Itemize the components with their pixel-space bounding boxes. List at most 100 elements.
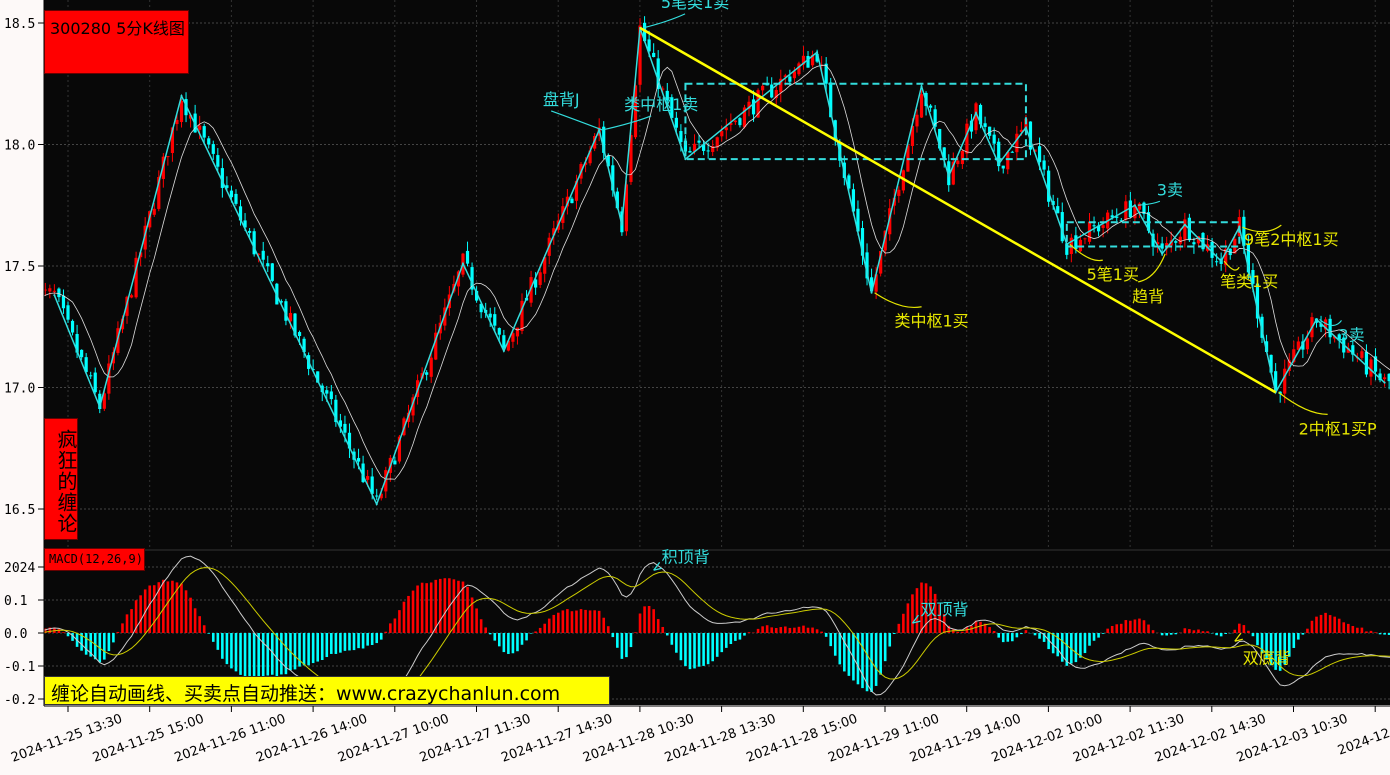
candle-body bbox=[574, 180, 579, 201]
macd-histogram-bar bbox=[938, 604, 941, 633]
macd-histogram-bar bbox=[970, 625, 973, 633]
candle-body bbox=[375, 495, 379, 497]
macd-histogram-bar bbox=[1119, 623, 1123, 633]
macd-histogram-bar bbox=[988, 627, 991, 633]
candle bbox=[107, 355, 111, 400]
macd-histogram-bar bbox=[466, 586, 469, 633]
candle bbox=[89, 371, 93, 379]
macd-histogram-bar bbox=[765, 625, 769, 633]
candle bbox=[574, 174, 579, 210]
candle-body bbox=[652, 52, 656, 58]
candle bbox=[98, 390, 102, 414]
candle-body bbox=[211, 144, 215, 154]
macd-histogram-bar bbox=[838, 633, 842, 665]
candle-body bbox=[1047, 170, 1051, 202]
macd-histogram-bar bbox=[575, 610, 578, 633]
y-tick-label: 16.5 bbox=[4, 503, 35, 518]
candle-body bbox=[688, 151, 692, 153]
bi-zigzag-line bbox=[53, 27, 1386, 507]
candle-body bbox=[1037, 146, 1042, 163]
candle-body bbox=[783, 75, 787, 78]
macd-histogram-bar bbox=[670, 633, 674, 645]
macd-histogram-bar bbox=[498, 633, 501, 647]
macd-histogram-bar bbox=[629, 633, 633, 648]
macd-histogram-bar bbox=[1133, 619, 1137, 633]
macd-histogram-bar bbox=[320, 633, 324, 661]
candle-body bbox=[252, 231, 256, 255]
macd-histogram-bar bbox=[566, 609, 569, 633]
macd-histogram-bar bbox=[1274, 633, 1277, 670]
annotation-arrow bbox=[1319, 318, 1342, 327]
candle-body bbox=[919, 94, 924, 118]
candle bbox=[1255, 279, 1260, 328]
candle-body bbox=[801, 55, 806, 65]
candle bbox=[61, 289, 66, 314]
macd-histogram-bar bbox=[202, 625, 206, 633]
macd-histogram-bar bbox=[89, 633, 92, 657]
candle-body bbox=[674, 117, 678, 128]
macd-histogram-bar bbox=[221, 633, 224, 659]
candle-body bbox=[1133, 206, 1137, 219]
candle-body bbox=[266, 263, 270, 267]
macd-histogram-bar bbox=[811, 627, 814, 633]
candle-body bbox=[647, 39, 651, 52]
candle-body bbox=[143, 225, 147, 250]
macd-histogram-bar bbox=[1042, 633, 1046, 642]
candle-body bbox=[1024, 118, 1028, 131]
candle-body bbox=[1287, 360, 1291, 371]
macd-histogram-bar bbox=[211, 633, 215, 642]
candle-body bbox=[44, 289, 47, 291]
annotation-label: 类中枢1卖 bbox=[624, 95, 698, 114]
candle bbox=[393, 456, 397, 465]
macd-histogram-bar bbox=[1247, 630, 1250, 633]
macd-histogram-bar bbox=[856, 633, 860, 685]
annotation-label: 9笔2中枢1买 bbox=[1244, 230, 1339, 249]
candle-body bbox=[370, 476, 374, 494]
macd-histogram-bar bbox=[184, 590, 188, 633]
candle-body bbox=[715, 137, 719, 148]
macd-histogram-bar bbox=[48, 627, 52, 633]
candle-body bbox=[747, 101, 751, 109]
candle-body bbox=[897, 189, 901, 196]
macd-histogram-bar bbox=[352, 633, 356, 651]
candle bbox=[810, 50, 815, 68]
candle bbox=[1156, 233, 1160, 253]
macd-histogram-bar bbox=[1174, 633, 1178, 635]
candle bbox=[1274, 363, 1278, 393]
candle-body bbox=[166, 156, 170, 158]
candle-body bbox=[720, 131, 724, 137]
candle bbox=[933, 105, 937, 130]
candle-body bbox=[302, 338, 306, 353]
macd-histogram-bar bbox=[493, 633, 497, 641]
candle-body bbox=[1174, 241, 1178, 243]
macd-histogram-bar bbox=[525, 633, 528, 641]
candle-body bbox=[1010, 151, 1014, 153]
candle bbox=[724, 118, 728, 140]
candle bbox=[670, 94, 674, 119]
candle-body bbox=[1042, 160, 1046, 170]
candle bbox=[761, 83, 765, 96]
bi-vertex bbox=[920, 85, 923, 88]
candle bbox=[901, 169, 905, 194]
macd-histogram-bar bbox=[684, 633, 687, 667]
candle-body bbox=[1119, 220, 1123, 222]
macd-histogram-bar bbox=[1387, 633, 1390, 635]
candle-body bbox=[1255, 283, 1260, 319]
candle-body bbox=[588, 150, 592, 164]
candle-body bbox=[529, 277, 533, 303]
macd-histogram-bar bbox=[743, 633, 746, 636]
macd-histogram-bar bbox=[1310, 620, 1314, 633]
candle bbox=[202, 123, 206, 145]
candle-body bbox=[1346, 348, 1350, 353]
candle-body bbox=[1001, 165, 1005, 169]
macd-histogram-bar bbox=[1342, 622, 1346, 633]
candle bbox=[429, 351, 433, 383]
candle-body bbox=[534, 279, 538, 288]
candle bbox=[1283, 359, 1287, 404]
macd-histogram-bar bbox=[802, 625, 805, 633]
macd-histogram-bar bbox=[1278, 633, 1282, 671]
macd-histogram-bar bbox=[883, 633, 887, 662]
macd-histogram-bar bbox=[479, 619, 483, 633]
macd-panel bbox=[44, 555, 1390, 705]
macd-histogram-bar bbox=[316, 633, 319, 662]
